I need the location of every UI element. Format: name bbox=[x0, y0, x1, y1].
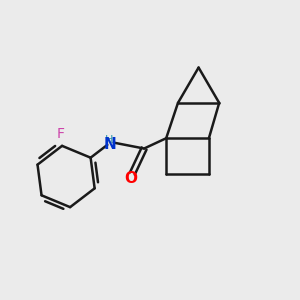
Text: F: F bbox=[56, 127, 64, 141]
Text: N: N bbox=[104, 136, 117, 152]
Text: H: H bbox=[105, 135, 113, 145]
Text: O: O bbox=[124, 171, 137, 186]
